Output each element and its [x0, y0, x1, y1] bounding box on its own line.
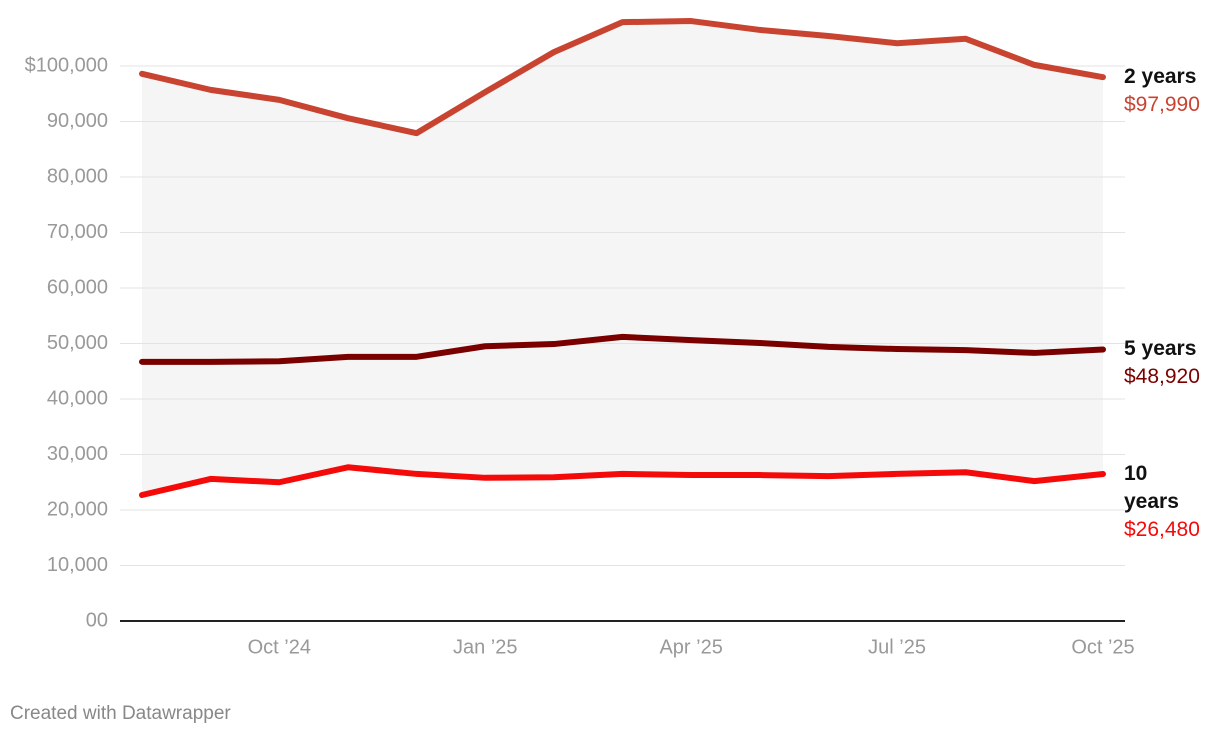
series-line — [139, 464, 1106, 499]
x-tick-label: Oct ’25 — [1071, 636, 1134, 658]
series-label: 10 years $26,480 — [1124, 460, 1208, 544]
y-tick-label: 80,000 — [47, 165, 108, 187]
x-tick-label: Jan ’25 — [453, 636, 518, 658]
y-tick-label: 00 — [86, 609, 108, 631]
y-tick-label: 90,000 — [47, 110, 108, 132]
value-label: $26,480 — [1124, 518, 1200, 542]
footer: Created with Datawrapper — [10, 703, 231, 724]
series-name: 5 years — [1124, 337, 1197, 361]
y-tick-label: 40,000 — [47, 387, 108, 409]
series-line — [139, 333, 1106, 365]
value-label: $48,920 — [1124, 365, 1200, 389]
y-tick-label: 60,000 — [47, 276, 108, 298]
series-name: 2 years — [1124, 65, 1197, 89]
y-tick-label: 70,000 — [47, 221, 108, 243]
series-line — [139, 18, 1106, 137]
y-tick-label: 30,000 — [47, 443, 108, 465]
value-label: $97,990 — [1124, 93, 1200, 117]
y-tick-label: 20,000 — [47, 498, 108, 520]
x-tick-label: Jul ’25 — [868, 636, 926, 658]
y-tick-label: 10,000 — [47, 554, 108, 576]
series-label: 5 years $48,920 — [1124, 335, 1208, 391]
range-area — [142, 21, 1103, 496]
series-name: 10 years — [1124, 462, 1179, 514]
series-label: 2 years $97,990 — [1124, 63, 1208, 119]
x-tick-label: Oct ’24 — [248, 636, 311, 658]
y-tick-label: $100,000 — [25, 54, 108, 76]
y-tick-label: 50,000 — [47, 332, 108, 354]
x-tick-label: Apr ’25 — [659, 636, 722, 658]
